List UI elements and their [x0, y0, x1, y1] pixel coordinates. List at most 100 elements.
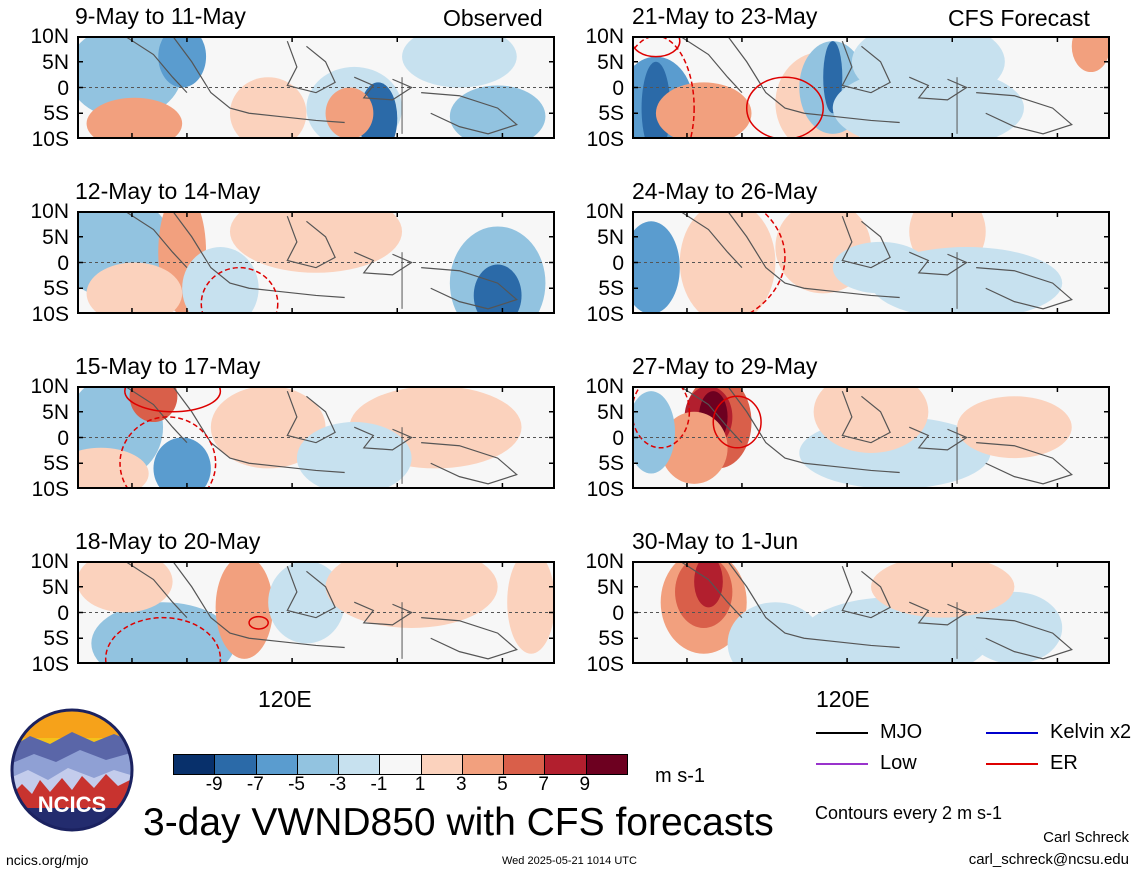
anomaly-shading — [210, 386, 326, 469]
y-axis-tick-label: 0 — [57, 426, 69, 450]
coastline — [909, 251, 968, 276]
map-frame — [77, 386, 555, 489]
y-axis-tick-label: 10S — [31, 303, 69, 326]
coastline — [976, 267, 1073, 310]
colorbar-swatch — [339, 755, 381, 774]
y-axis-tick-label: 5N — [42, 50, 69, 74]
y-axis-tick-label: 10N — [585, 375, 624, 398]
legend-kelvin: Kelvin x2 — [986, 721, 1131, 744]
anomaly-shading — [823, 41, 843, 114]
er-contour — [200, 266, 279, 314]
vwnd-map — [77, 211, 555, 314]
anomaly-shading — [86, 262, 183, 314]
anomaly-shading — [966, 591, 1063, 664]
coastline — [727, 386, 900, 474]
anomaly-shading — [632, 391, 676, 474]
anomaly-shading — [694, 561, 723, 608]
er-contour — [632, 386, 691, 449]
coastline — [841, 390, 891, 444]
colorbar-swatch — [215, 755, 257, 774]
colorbar-swatch — [545, 755, 587, 774]
coastline — [172, 36, 345, 124]
y-axis-tick-label: 10N — [30, 550, 69, 573]
colorbar-tick-label: -9 — [205, 774, 223, 795]
coastline — [841, 565, 891, 619]
y-axis-tick-label: 5N — [597, 225, 624, 249]
colorbar-swatch — [256, 755, 298, 774]
ncics-logo: NCICS — [10, 708, 134, 832]
footer-email: carl_schreck@ncsu.edu — [968, 851, 1129, 868]
anomaly-shading — [507, 561, 555, 654]
anomaly-shading — [449, 85, 546, 139]
legend-er: ER — [986, 752, 1078, 775]
anomaly-shading — [679, 211, 776, 314]
legend-low-label: Low — [880, 752, 917, 774]
anomaly-shading — [229, 211, 403, 273]
coastline — [286, 565, 336, 619]
anomaly-shading — [229, 77, 307, 139]
legend-mjo: MJO — [816, 721, 922, 744]
y-axis-tick-label: 0 — [57, 251, 69, 275]
anomaly-shading — [957, 396, 1072, 459]
footer-author: Carl Schreck — [1043, 829, 1129, 846]
vwnd-map — [77, 561, 555, 664]
er-contour — [632, 36, 681, 58]
y-axis-tick-label: 5S — [598, 277, 624, 301]
anomaly-shading — [813, 386, 929, 453]
legend-kelvin-label: Kelvin x2 — [1050, 721, 1132, 743]
y-axis-tick-label: 5S — [598, 452, 624, 476]
colorbar-tick-label: -5 — [288, 774, 305, 795]
coastline — [354, 426, 413, 451]
y-axis-tick-label: 5S — [43, 277, 69, 301]
coastline — [727, 211, 900, 299]
coastline — [172, 561, 345, 649]
y-axis-tick-label: 10N — [585, 550, 624, 573]
y-axis-tick-label: 10S — [586, 653, 624, 676]
anomaly-shading — [325, 561, 498, 628]
y-axis-tick-label: 5N — [42, 575, 69, 599]
legend-kelvin-line — [986, 731, 1038, 734]
coastline — [172, 386, 345, 474]
colorbar — [173, 754, 628, 775]
legend-er-line — [986, 762, 1038, 765]
panel-title: 9-May to 11-May — [75, 3, 246, 29]
coastline — [124, 36, 188, 94]
coastline — [679, 36, 743, 94]
anomaly-shading — [402, 36, 517, 88]
chart-title: 3-day VWND850 with CFS forecasts — [143, 801, 774, 844]
vwnd-map — [632, 36, 1110, 139]
coastline — [354, 601, 413, 626]
anomaly-shading — [660, 411, 728, 484]
panel-title: 18-May to 20-May — [75, 528, 261, 554]
colorbar-tick-label: 7 — [538, 774, 549, 795]
panel-title: 21-May to 23-May — [632, 3, 818, 29]
coastline — [679, 211, 743, 269]
anomaly-shading — [86, 97, 183, 139]
map-frame — [632, 36, 1110, 139]
map-frame — [77, 561, 555, 664]
panel-title: 15-May to 17-May — [75, 353, 261, 379]
y-axis-tick-label: 0 — [57, 601, 69, 625]
y-axis-tick-label: 0 — [612, 251, 624, 275]
anomaly-shading — [325, 87, 374, 139]
coastline — [124, 386, 188, 444]
coastline — [354, 76, 413, 101]
y-axis-tick-label: 5N — [597, 50, 624, 74]
vwnd-map — [632, 211, 1110, 314]
map-frame — [632, 211, 1110, 314]
coastline — [976, 617, 1073, 660]
coastline — [976, 92, 1073, 135]
anomaly-shading — [91, 602, 235, 664]
anomaly-shading — [268, 561, 345, 644]
y-axis-tick-label: 10S — [31, 653, 69, 676]
coastline — [354, 251, 413, 276]
legend-er-label: ER — [1050, 752, 1078, 774]
coastline — [421, 267, 518, 310]
footer-url: ncics.org/mjo — [6, 852, 89, 868]
panel-title: 27-May to 29-May — [632, 353, 818, 379]
coastline — [841, 40, 891, 94]
colorbar-tick-label: 9 — [579, 774, 591, 795]
colorbar-tick-label: -3 — [329, 774, 347, 795]
y-axis-tick-label: 10S — [586, 303, 624, 326]
colorbar-tick-label: -7 — [246, 774, 264, 795]
